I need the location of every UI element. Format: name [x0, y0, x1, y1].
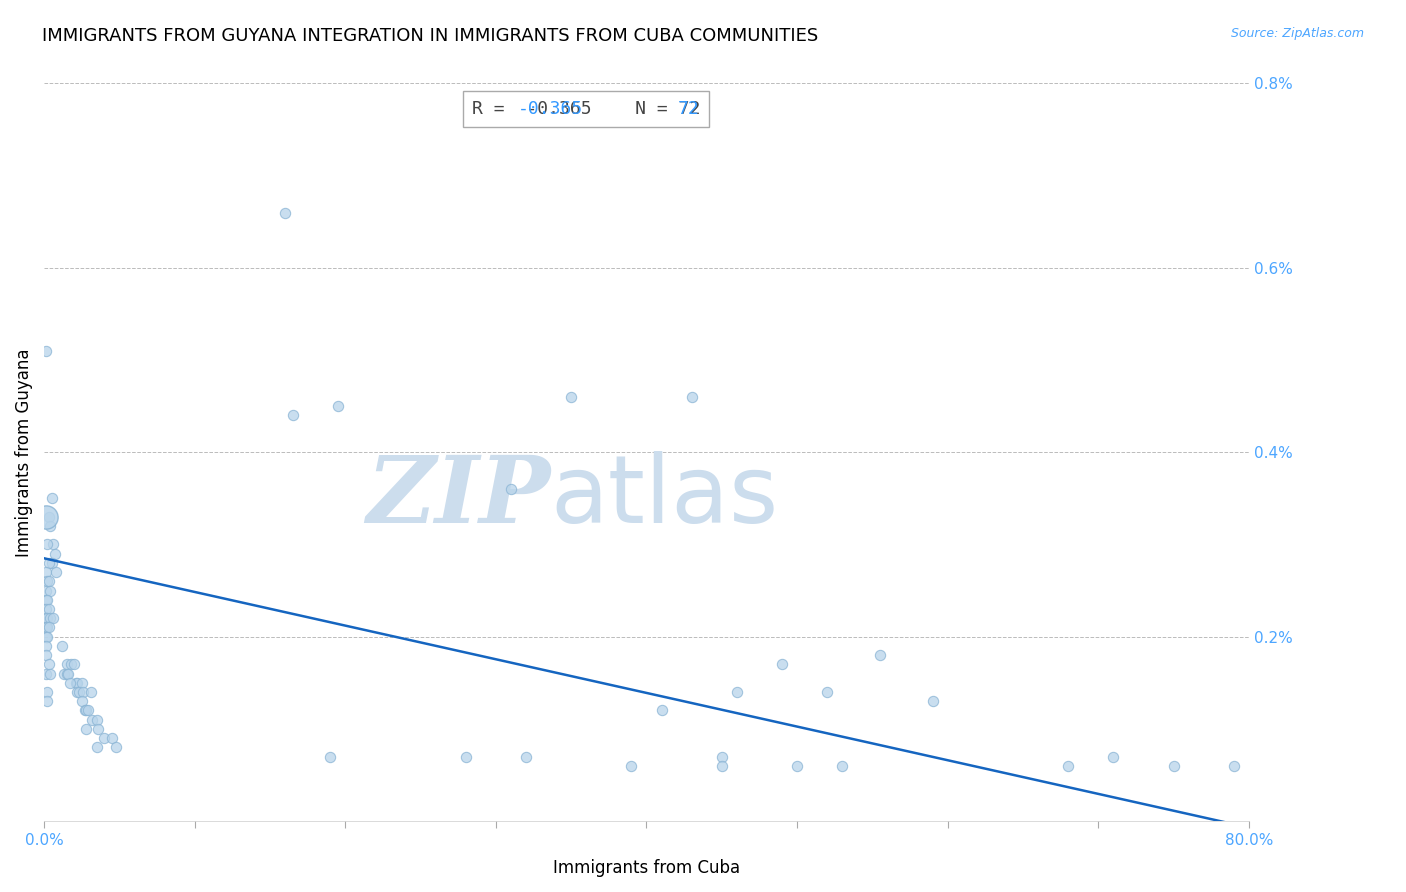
Point [39, 611, 62, 625]
Point [1057, 758, 1080, 772]
Point [651, 703, 673, 717]
Point [80, 685, 103, 699]
Point [770, 657, 793, 672]
Point [45, 565, 67, 579]
Point [39, 519, 62, 533]
Point [274, 205, 297, 219]
Point [60, 657, 83, 672]
Point [319, 749, 342, 764]
Point [41, 556, 63, 570]
Point [1163, 758, 1185, 772]
Y-axis label: Immigrants from Guyana: Immigrants from Guyana [15, 348, 32, 557]
Point [38, 509, 60, 524]
Point [37, 685, 59, 699]
Point [34, 630, 56, 644]
Point [39, 583, 62, 598]
Point [39, 666, 62, 681]
Point [34, 666, 56, 681]
Point [55, 666, 77, 681]
Point [37, 574, 59, 589]
Point [70, 675, 93, 690]
Point [38, 602, 60, 616]
Point [38, 574, 60, 589]
Point [70, 694, 93, 708]
Point [63, 657, 86, 672]
Point [499, 482, 522, 496]
Point [42, 611, 65, 625]
Point [454, 749, 477, 764]
Point [86, 713, 108, 727]
Point [34, 611, 56, 625]
Point [1223, 758, 1246, 772]
Point [67, 685, 90, 699]
Point [34, 509, 56, 524]
Point [681, 390, 703, 404]
Point [75, 703, 97, 717]
Point [831, 758, 853, 772]
Point [38, 620, 60, 634]
Point [86, 740, 108, 755]
Point [37, 592, 59, 607]
Point [326, 399, 349, 413]
Point [34, 583, 56, 598]
Point [37, 537, 59, 551]
Point [37, 620, 59, 634]
Point [82, 713, 104, 727]
Text: atlas: atlas [550, 450, 779, 542]
Text: 72: 72 [678, 100, 700, 119]
Point [73, 703, 96, 717]
Point [1102, 749, 1125, 764]
Point [725, 685, 748, 699]
X-axis label: Immigrants from Cuba: Immigrants from Cuba [553, 859, 740, 877]
Point [815, 685, 838, 699]
Point [93, 731, 115, 745]
Point [620, 758, 643, 772]
Point [515, 749, 537, 764]
Point [65, 675, 87, 690]
Text: R =  -0.365    N = 72: R = -0.365 N = 72 [472, 100, 700, 119]
Point [34, 620, 56, 634]
Point [34, 592, 56, 607]
Point [41, 491, 63, 506]
Point [51, 639, 73, 653]
Point [38, 657, 60, 672]
Point [87, 722, 110, 736]
Point [66, 685, 89, 699]
Point [34, 648, 56, 662]
Point [72, 685, 94, 699]
Point [55, 657, 77, 672]
Point [101, 731, 124, 745]
Text: ZIP: ZIP [366, 451, 550, 541]
Point [37, 630, 59, 644]
Point [921, 694, 943, 708]
Point [105, 740, 128, 755]
Point [34, 343, 56, 358]
Text: -0.365: -0.365 [517, 100, 582, 119]
Point [42, 537, 65, 551]
Point [786, 758, 808, 772]
Point [869, 648, 891, 662]
Point [52, 666, 75, 681]
Point [76, 703, 98, 717]
Point [281, 409, 304, 423]
Point [560, 390, 582, 404]
Point [38, 556, 60, 570]
Point [58, 666, 80, 681]
Text: IMMIGRANTS FROM GUYANA INTEGRATION IN IMMIGRANTS FROM CUBA COMMUNITIES: IMMIGRANTS FROM GUYANA INTEGRATION IN IM… [42, 27, 818, 45]
Point [37, 694, 59, 708]
Point [34, 639, 56, 653]
Point [34, 602, 56, 616]
Point [710, 749, 733, 764]
Point [66, 675, 89, 690]
Point [37, 611, 59, 625]
Point [44, 547, 66, 561]
Text: Source: ZipAtlas.com: Source: ZipAtlas.com [1230, 27, 1364, 40]
Point [75, 722, 97, 736]
Point [34, 565, 56, 579]
Point [59, 675, 82, 690]
Point [710, 758, 733, 772]
